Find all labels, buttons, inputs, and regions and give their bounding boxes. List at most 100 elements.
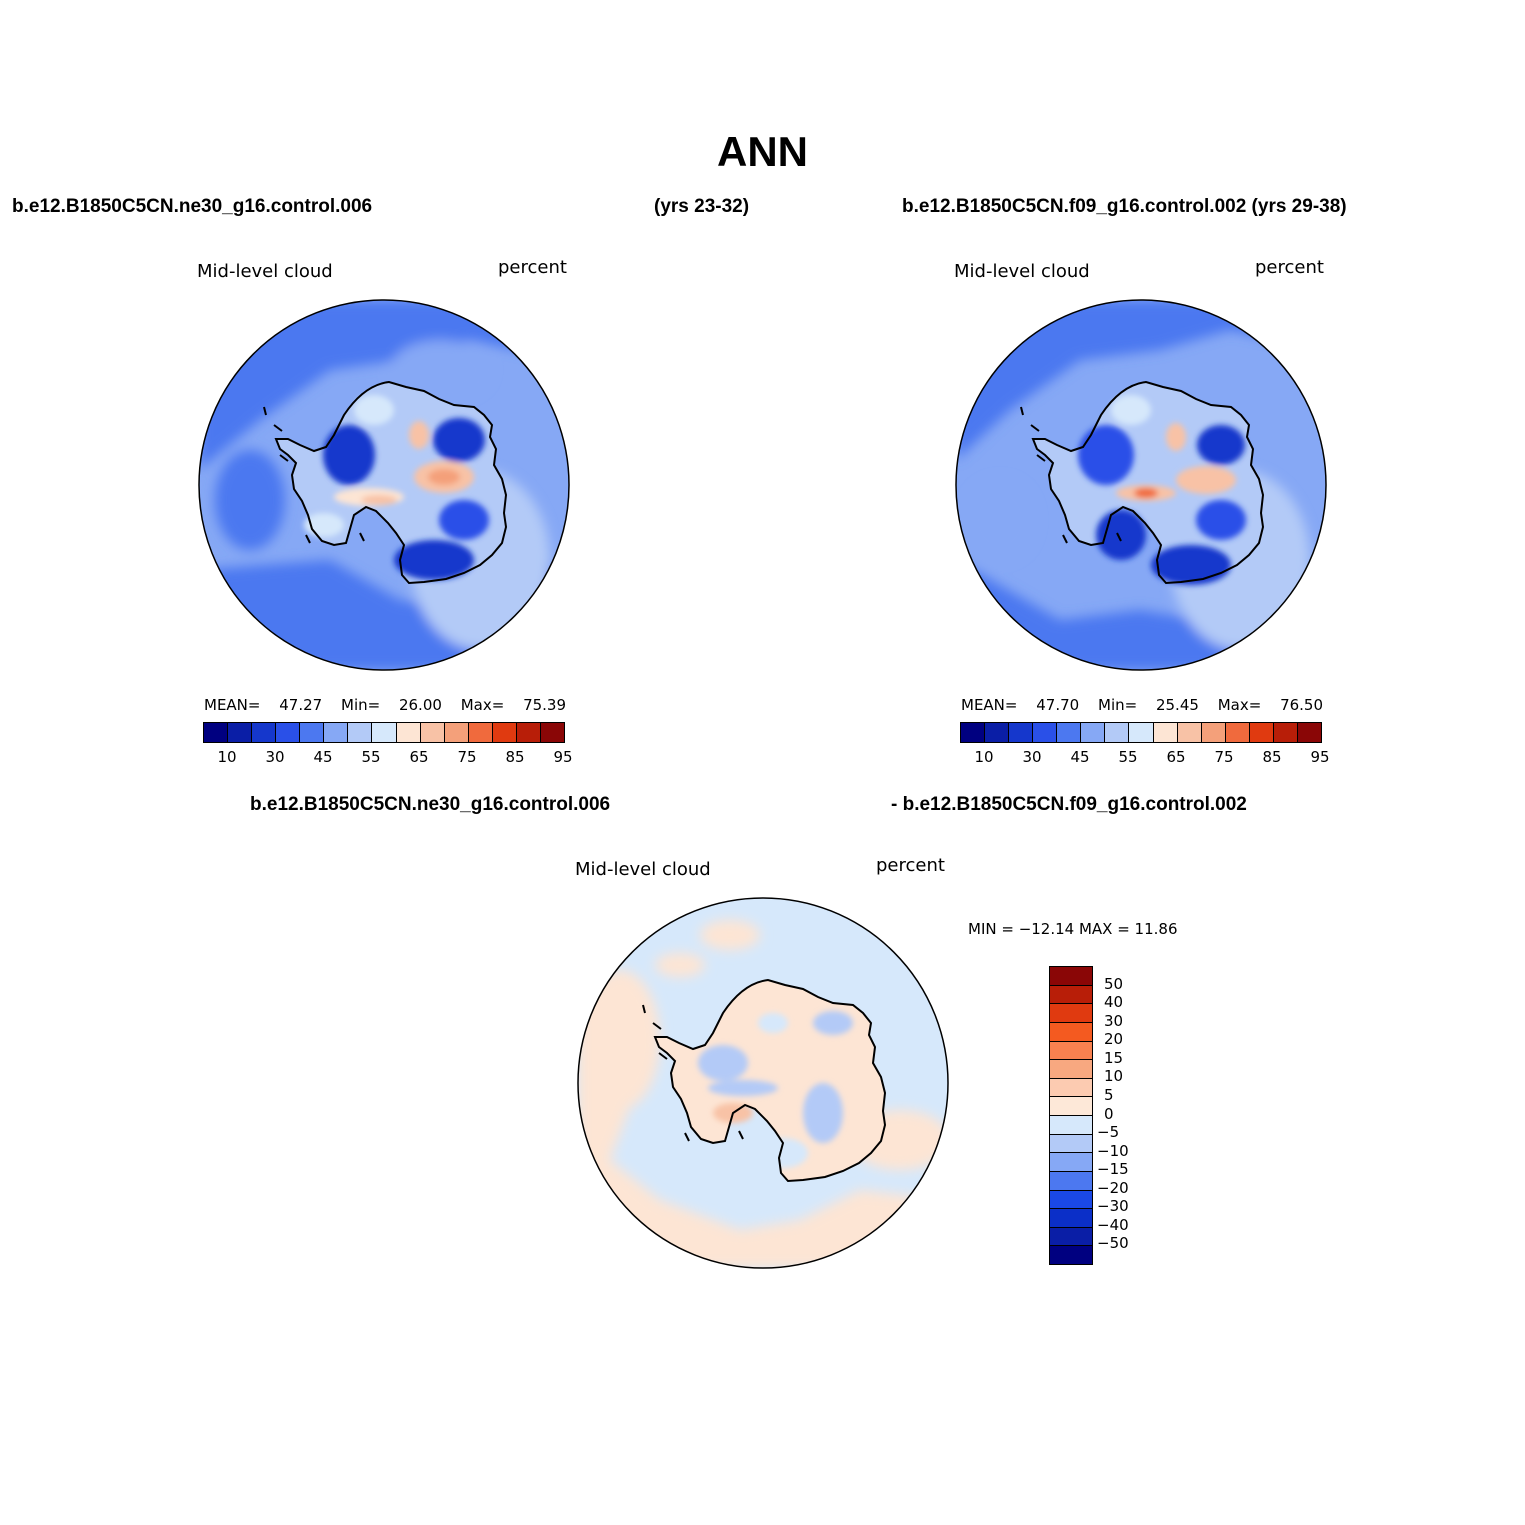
diff-colorbar-swatch [1050, 1004, 1092, 1023]
right-colorbar-swatch [1177, 723, 1202, 742]
left-units-label: percent [498, 257, 567, 278]
right-colorbar-tick-label: 65 [1166, 748, 1186, 766]
diff-colorbar-tick-label: −50 [1097, 1234, 1129, 1253]
diff-colorbar-tick-label: −5 [1097, 1123, 1120, 1142]
left-colorbar-swatch [492, 723, 517, 742]
left-colorbar-tick-label: 10 [217, 748, 237, 766]
left-colorbar-swatch [516, 723, 541, 742]
right-colorbar-swatch [1225, 723, 1250, 742]
left-colorbar-tick-label: 55 [361, 748, 381, 766]
diff-colorbar-swatch [1050, 1041, 1092, 1061]
left-colorbar-swatch [468, 723, 493, 742]
diff-colorbar-tick-label: 30 [1104, 1011, 1124, 1030]
left-colorbar-swatch [204, 723, 229, 742]
diff-colorbar-swatch [1050, 1060, 1092, 1079]
left-mean-label: MEAN= [204, 696, 261, 714]
left-colorbar-tick-label: 45 [313, 748, 333, 766]
right-min-value: 25.45 [1155, 696, 1199, 714]
diff-colorbar-tick-label: −15 [1097, 1160, 1129, 1179]
right-colorbar-swatch [985, 723, 1010, 742]
left-colorbar-swatch [444, 723, 469, 742]
left-map [198, 299, 570, 671]
diff-colorbar-tick-label: 15 [1104, 1048, 1124, 1067]
diff-map [577, 897, 949, 1269]
diff-colorbar-tick-label: 0 [1104, 1104, 1114, 1123]
right-colorbar-tick-label: 45 [1070, 748, 1090, 766]
diff-colorbar-swatch [1050, 985, 1092, 1005]
right-colorbar-tick-label: 75 [1214, 748, 1234, 766]
diff-colorbar-tick-label: 10 [1104, 1067, 1124, 1086]
diff-colorbar-tick-label: 20 [1104, 1030, 1124, 1049]
right-variable-label: Mid-level cloud [954, 261, 1090, 282]
left-min-value: 26.00 [398, 696, 442, 714]
right-colorbar-swatch [1009, 723, 1034, 742]
right-colorbar-swatch [1297, 723, 1321, 742]
left-colorbar-swatch [372, 723, 397, 742]
right-max-label: Max= [1217, 696, 1262, 714]
left-colorbar-tick-label: 75 [457, 748, 477, 766]
diff-colorbar-swatch [1050, 1153, 1092, 1172]
diff-colorbar-swatch [1050, 1209, 1092, 1228]
left-colorbar-swatch [348, 723, 373, 742]
right-max-value: 76.50 [1280, 696, 1324, 714]
right-colorbar-swatch [1129, 723, 1154, 742]
left-colorbar-swatch [396, 723, 421, 742]
left-variable-label: Mid-level cloud [197, 261, 333, 282]
left-colorbar-swatch [276, 723, 301, 742]
left-max-label: Max= [460, 696, 505, 714]
right-mean-label: MEAN= [961, 696, 1018, 714]
left-max-value: 75.39 [523, 696, 567, 714]
diff-colorbar-swatch [1050, 1097, 1092, 1116]
diff-colorbar [1049, 966, 1093, 1265]
diff-case-a: b.e12.B1850C5CN.ne30_g16.control.006 [250, 794, 611, 815]
right-colorbar-swatch [961, 723, 986, 742]
diff-colorbar-tick-label: −30 [1097, 1197, 1129, 1216]
right-min-label: Min= [1098, 696, 1138, 714]
left-colorbar-swatch [252, 723, 277, 742]
diff-colorbar-tick-label: 50 [1104, 974, 1124, 993]
right-colorbar-tick-label: 85 [1262, 748, 1282, 766]
right-colorbar [960, 722, 1322, 743]
left-colorbar [203, 722, 565, 743]
right-colorbar-tick-label: 95 [1310, 748, 1330, 766]
diff-colorbar-swatch [1050, 1171, 1092, 1191]
left-colorbar-swatch [228, 723, 253, 742]
left-case-years: (yrs 23-32) [654, 196, 750, 217]
right-colorbar-swatch [1081, 723, 1106, 742]
diff-colorbar-tick-label: 5 [1104, 1085, 1114, 1104]
diff-colorbar-swatch [1050, 1190, 1092, 1210]
right-map [955, 299, 1327, 671]
right-colorbar-swatch [1033, 723, 1058, 742]
diff-colorbar-tick-label: 40 [1104, 993, 1124, 1012]
left-colorbar-swatch [300, 723, 325, 742]
figure-title: ANN [717, 128, 808, 175]
left-colorbar-tick-label: 30 [265, 748, 285, 766]
right-stats: MEAN= 47.70 Min= 25.45 Max= 76.50 [961, 696, 1323, 714]
right-colorbar-tick-label: 30 [1022, 748, 1042, 766]
left-colorbar-swatch [324, 723, 349, 742]
left-case-name: b.e12.B1850C5CN.ne30_g16.control.006 [12, 196, 373, 217]
diff-colorbar-swatch [1050, 1116, 1092, 1135]
left-mean-value: 47.27 [279, 696, 323, 714]
left-colorbar-tick-label: 85 [505, 748, 525, 766]
right-colorbar-swatch [1201, 723, 1226, 742]
diff-colorbar-swatch [1050, 1246, 1092, 1264]
right-colorbar-swatch [1057, 723, 1082, 742]
diff-colorbar-tick-label: −10 [1097, 1141, 1129, 1160]
diff-colorbar-swatch [1050, 1022, 1092, 1042]
right-colorbar-tick-label: 10 [974, 748, 994, 766]
left-min-label: Min= [341, 696, 381, 714]
diff-units-label: percent [876, 855, 945, 876]
right-colorbar-tick-label: 55 [1118, 748, 1138, 766]
right-colorbar-swatch [1105, 723, 1130, 742]
diff-variable-label: Mid-level cloud [575, 859, 711, 880]
left-colorbar-swatch [420, 723, 445, 742]
diff-colorbar-swatch [1050, 967, 1092, 986]
diff-colorbar-tick-label: −20 [1097, 1178, 1129, 1197]
left-colorbar-tick-label: 95 [553, 748, 573, 766]
right-colorbar-swatch [1153, 723, 1178, 742]
diff-case-b: - b.e12.B1850C5CN.f09_g16.control.002 [891, 794, 1247, 815]
diff-colorbar-swatch [1050, 1227, 1092, 1247]
left-stats: MEAN= 47.27 Min= 26.00 Max= 75.39 [204, 696, 566, 714]
